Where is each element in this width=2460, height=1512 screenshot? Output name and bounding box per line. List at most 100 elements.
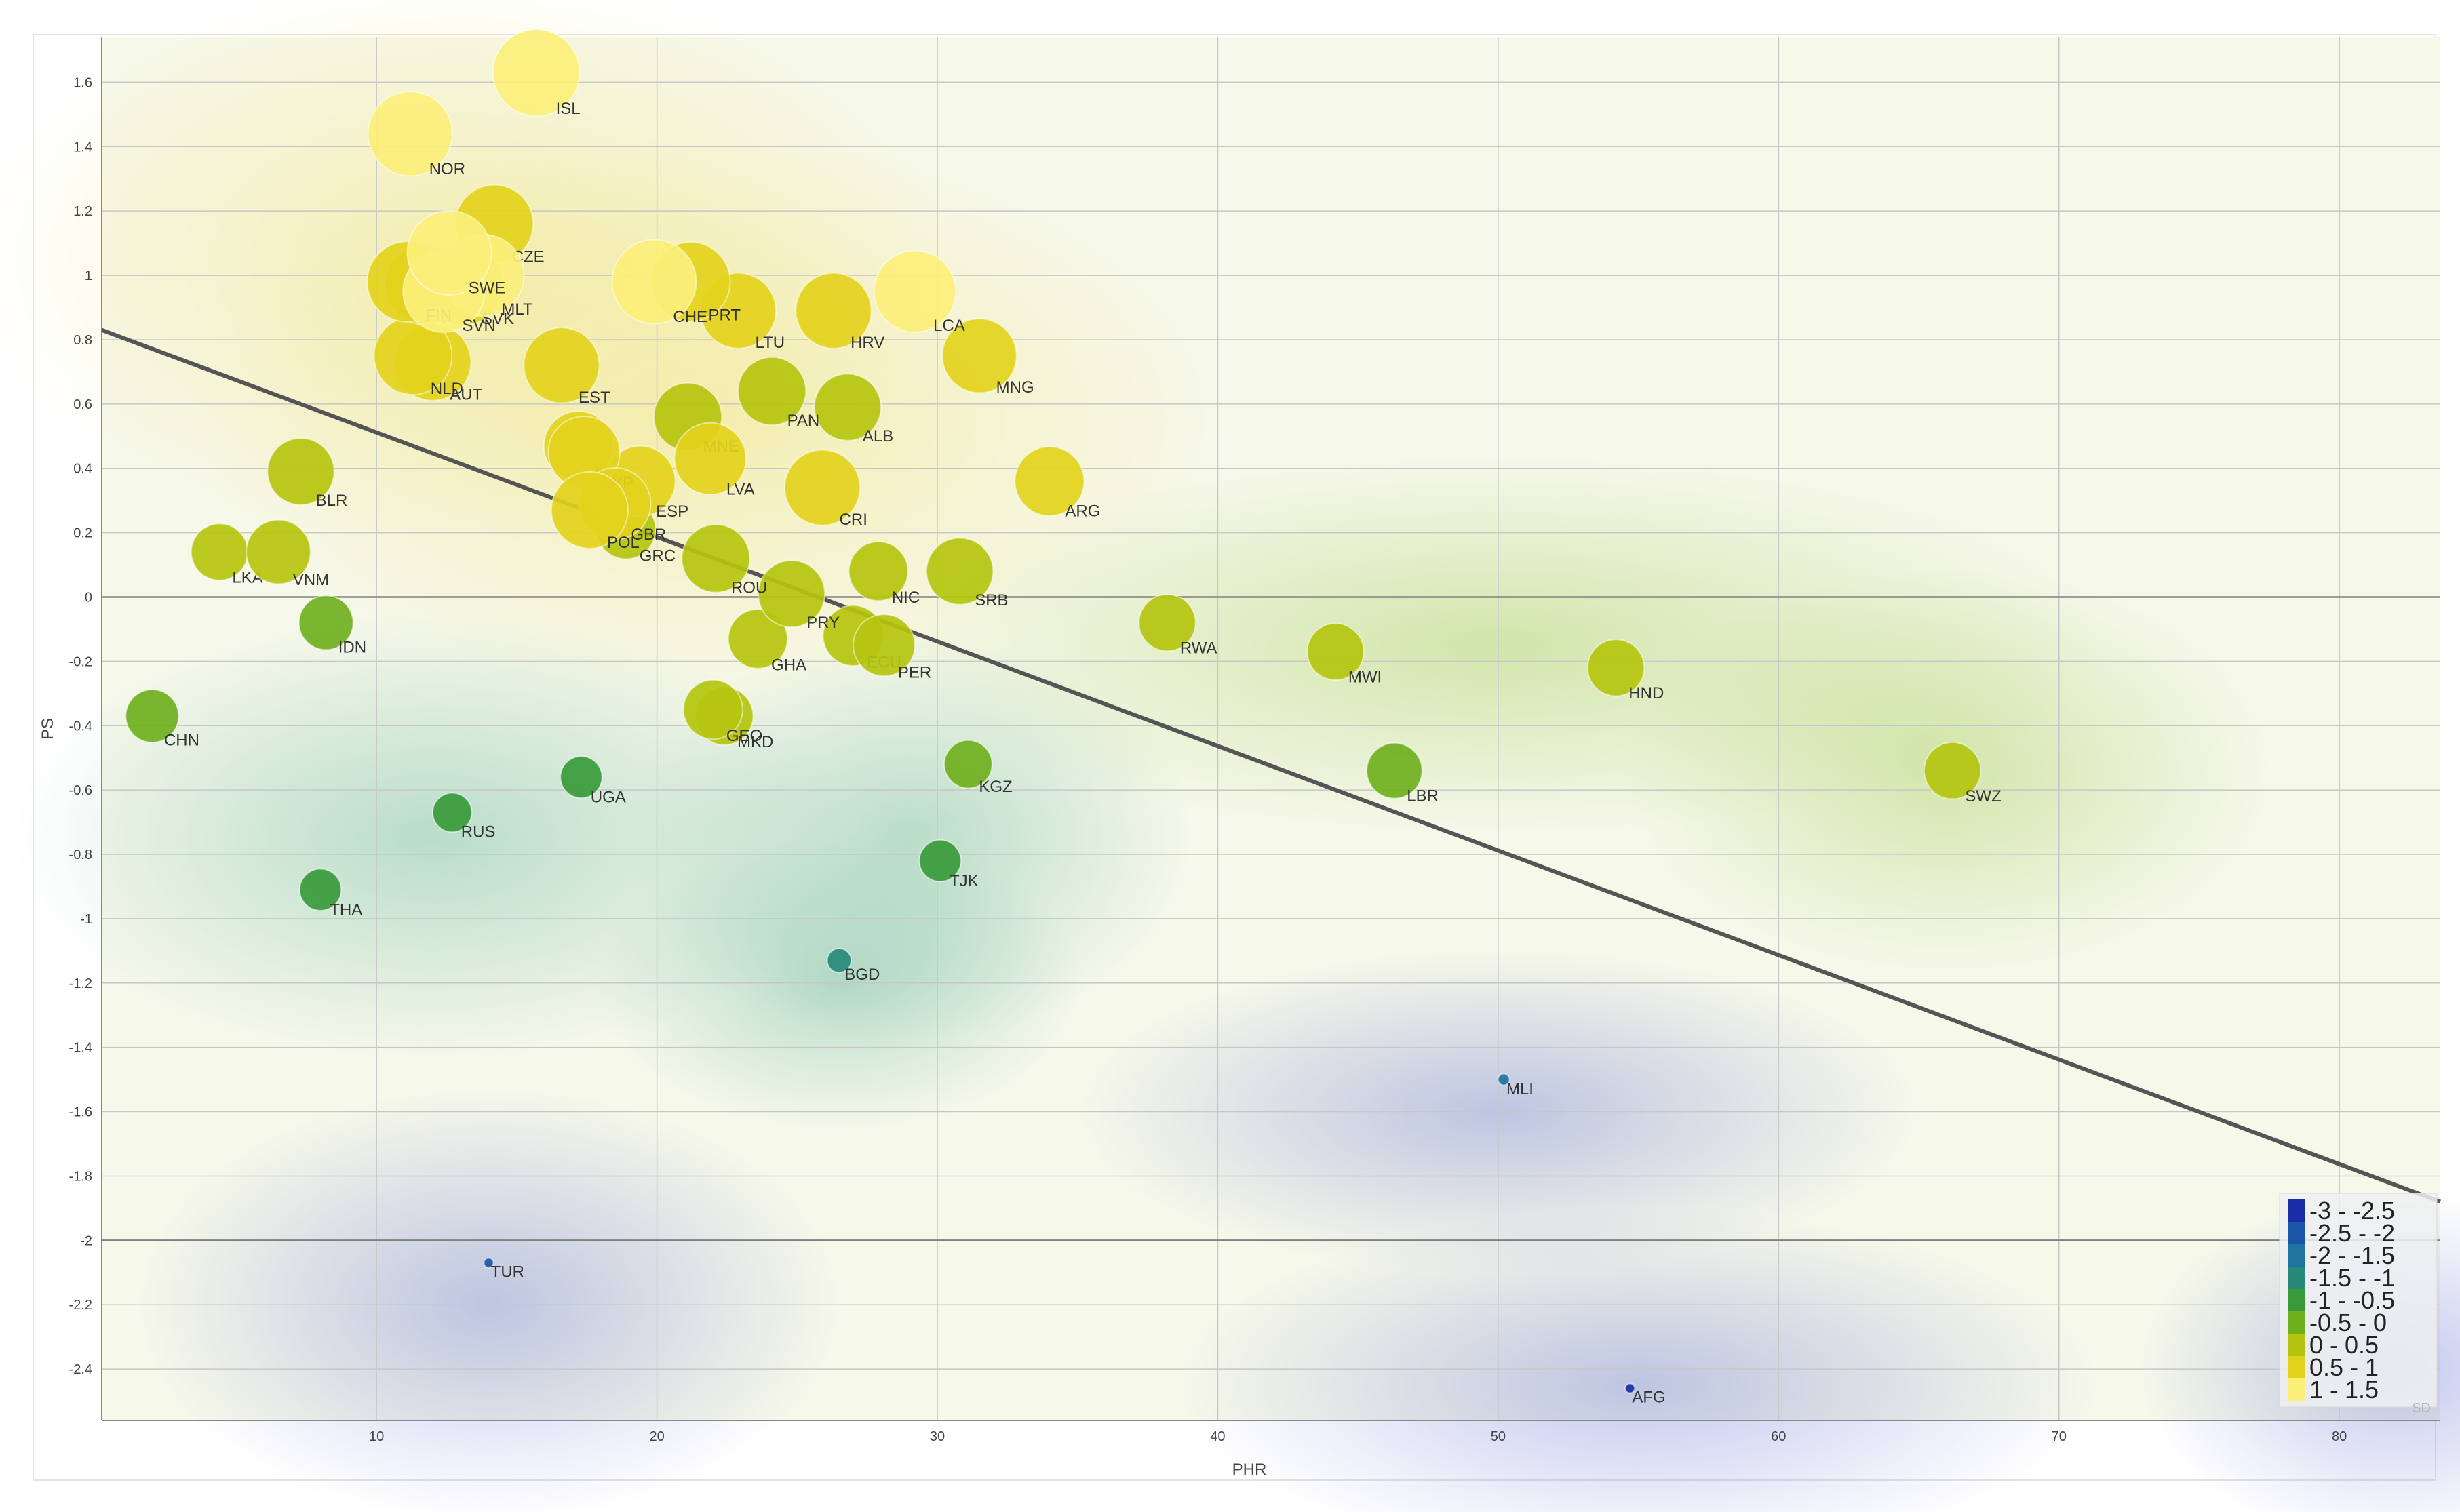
data-point-tur	[483, 1257, 494, 1269]
data-point-lbr	[1366, 742, 1423, 799]
y-tick-label: 0.2	[73, 526, 92, 541]
data-point-che	[611, 239, 697, 325]
legend-box	[2279, 1193, 2438, 1408]
legend-swatch	[2288, 1311, 2305, 1334]
x-tick-label: 60	[1771, 1429, 1786, 1444]
point-label-chn: CHN	[164, 731, 199, 749]
point-label-bgd: BGD	[844, 966, 880, 984]
legend-item-label: 1 - 1.5	[2309, 1376, 2379, 1404]
y-tick-label: 1.4	[73, 140, 92, 155]
x-tick-label: 80	[2332, 1429, 2347, 1444]
legend-item-label: -1.5 - -1	[2309, 1264, 2395, 1292]
point-label-mkd: MKD	[737, 733, 773, 751]
point-label-arg: ARG	[1065, 502, 1100, 520]
point-label-rus: RUS	[461, 823, 496, 841]
point-label-afg: AFG	[1632, 1388, 1665, 1406]
x-tick-label: 70	[2052, 1429, 2067, 1444]
density-blob	[1177, 1208, 2100, 1512]
legend-swatch	[2288, 1244, 2305, 1267]
data-point-pol	[550, 471, 629, 549]
data-point-hrv	[795, 272, 872, 349]
point-label-mlt: MLT	[501, 300, 533, 319]
point-label-mng: MNG	[996, 378, 1034, 397]
point-label-che: CHE	[673, 308, 707, 326]
data-point-swz	[1923, 741, 1982, 800]
legend-item-label: -1 - -0.5	[2309, 1286, 2395, 1314]
point-label-gha: GHA	[771, 656, 806, 675]
data-point-nic	[848, 540, 909, 602]
point-label-swz: SWZ	[1965, 787, 2001, 805]
grid	[102, 37, 2440, 1420]
data-point-pan	[737, 356, 807, 426]
point-label-aut: AUT	[450, 386, 482, 404]
axes: 10 20 30 40 50 60 70 80 1.6 1.4 1.2 1 0.8 0.6 0.4 0.2 0 -…	[69, 37, 2440, 1444]
point-label-blr: BLR	[316, 492, 348, 510]
y-tick-label: -0.6	[69, 783, 92, 798]
data-point-nor	[367, 91, 453, 177]
legend-swatch	[2288, 1267, 2305, 1289]
data-point-uga	[560, 755, 603, 799]
point-label-kgz: KGZ	[979, 778, 1012, 796]
x-tick-label: 50	[1491, 1429, 1506, 1444]
x-tick-label: 10	[369, 1429, 384, 1444]
point-label-est: EST	[579, 389, 610, 407]
point-label-svn: SVN	[462, 317, 495, 335]
legend-swatch	[2288, 1334, 2305, 1356]
point-label-mli: MLI	[1506, 1080, 1534, 1098]
y-tick-label: -2.4	[69, 1362, 92, 1377]
point-label-geo: GEO	[726, 727, 762, 745]
data-point-alb	[813, 373, 882, 441]
point-label-nld: NLD	[431, 380, 463, 398]
y-tick-label: 0.6	[73, 397, 92, 412]
point-label-srb: SRB	[975, 591, 1008, 610]
point-label-pol: POL	[607, 534, 640, 552]
point-label-prt: PRT	[708, 306, 741, 324]
trend-line	[100, 327, 2442, 1204]
y-tick-label: -0.2	[69, 654, 92, 669]
point-label-uga: UGA	[591, 789, 626, 807]
regression-line	[100, 327, 2442, 1204]
data-point-idn	[298, 595, 354, 651]
y-tick-label: 1.2	[73, 204, 92, 219]
point-label-rou: ROU	[731, 579, 767, 597]
watermark-text: SD	[2412, 1401, 2431, 1416]
legend-swatch	[2288, 1356, 2305, 1378]
y-tick-label: 0	[85, 590, 92, 605]
legend-item-label: -2.5 - -2	[2309, 1219, 2395, 1247]
data-point-mli	[1497, 1073, 1510, 1086]
legend-swatch	[2288, 1199, 2305, 1222]
y-tick-label: -2	[80, 1233, 92, 1248]
data-point-kgz	[943, 739, 993, 789]
data-point-tjk	[918, 839, 962, 883]
legend-swatch	[2288, 1378, 2305, 1401]
y-tick-label: -1.8	[69, 1169, 92, 1184]
point-label-idn: IDN	[338, 638, 366, 656]
point-label-pry: PRY	[806, 614, 840, 632]
data-point-gha	[727, 608, 789, 669]
data-point-srb	[925, 537, 994, 605]
data-point-mwi	[1306, 622, 1365, 681]
data-point-lva	[673, 422, 747, 496]
y-tick-label: 0.4	[73, 462, 92, 477]
point-label-lva: LVA	[726, 480, 755, 498]
point-label-per: PER	[898, 663, 931, 681]
legend-swatch	[2288, 1222, 2305, 1244]
data-point-pry	[757, 559, 826, 628]
point-label-lbr: LBR	[1407, 787, 1439, 805]
data-point-cri	[783, 449, 861, 526]
point-label-alb: ALB	[863, 427, 893, 445]
point-label-pan: PAN	[787, 412, 820, 430]
point-label-nic: NIC	[892, 589, 920, 607]
point-label-swe: SWE	[469, 279, 506, 297]
y-tick-label: 1	[85, 268, 92, 283]
data-point-vnm	[246, 519, 311, 585]
point-label-vnm: VNM	[293, 571, 329, 589]
point-label-tjk: TJK	[950, 872, 979, 890]
y-tick-label: -0.4	[69, 719, 92, 734]
y-tick-label: -1.2	[69, 976, 92, 991]
point-label-tha: THA	[330, 901, 362, 919]
data-point-rou	[681, 523, 751, 593]
point-label-lca: LCA	[933, 317, 965, 335]
data-point-afg	[1624, 1382, 1636, 1394]
data-point-rwa	[1138, 593, 1196, 652]
